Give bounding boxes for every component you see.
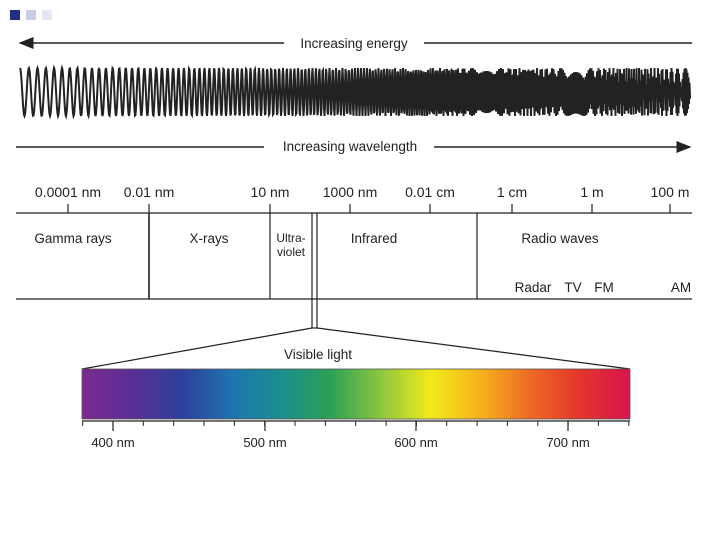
scale-tick-label: 1 m xyxy=(580,184,603,200)
wavelength-label: Increasing wavelength xyxy=(283,139,417,154)
region-label-gamma: Gamma rays xyxy=(34,231,112,246)
scale-tick-label: 0.01 cm xyxy=(405,184,455,200)
radio-band-label: TV xyxy=(564,280,581,295)
scale-tick-label: 0.01 nm xyxy=(124,184,175,200)
visible-minor-ticks xyxy=(82,421,630,426)
scale-ticks xyxy=(67,204,671,213)
region-label-xray: X-rays xyxy=(189,231,228,246)
energy-label: Increasing energy xyxy=(300,36,408,51)
zoom-line-left xyxy=(81,327,313,370)
visible-tick-label: 500 nm xyxy=(243,435,286,450)
slide-marker-square xyxy=(10,10,20,20)
region-label-radio: Radio waves xyxy=(521,231,599,246)
scale-tick-label: 1 cm xyxy=(497,184,527,200)
visible-major-ticks xyxy=(112,421,569,431)
visible-tick-label: 600 nm xyxy=(394,435,437,450)
slide-marker-square xyxy=(42,10,52,20)
region-label-uv: violet xyxy=(277,245,306,259)
zoom-line-right xyxy=(316,327,631,370)
radio-band-label: FM xyxy=(594,280,614,295)
scale-tick-label: 1000 nm xyxy=(323,184,377,200)
slide-marker-square xyxy=(26,10,36,20)
visible-tick-label: 700 nm xyxy=(546,435,589,450)
radio-band-label: Radar xyxy=(515,280,552,295)
visible-spectrum-bar xyxy=(81,368,631,420)
visible-light-label: Visible light xyxy=(284,347,352,362)
region-label-infrared: Infrared xyxy=(351,231,398,246)
radio-band-label: AM xyxy=(671,280,691,295)
region-label-uv: Ultra- xyxy=(276,231,305,245)
wave-line xyxy=(19,64,691,120)
scale-tick-label: 100 m xyxy=(651,184,690,200)
region-table xyxy=(16,212,692,328)
scale-tick-label: 10 nm xyxy=(251,184,290,200)
scale-tick-label: 0.0001 nm xyxy=(35,184,101,200)
visible-tick-label: 400 nm xyxy=(91,435,134,450)
